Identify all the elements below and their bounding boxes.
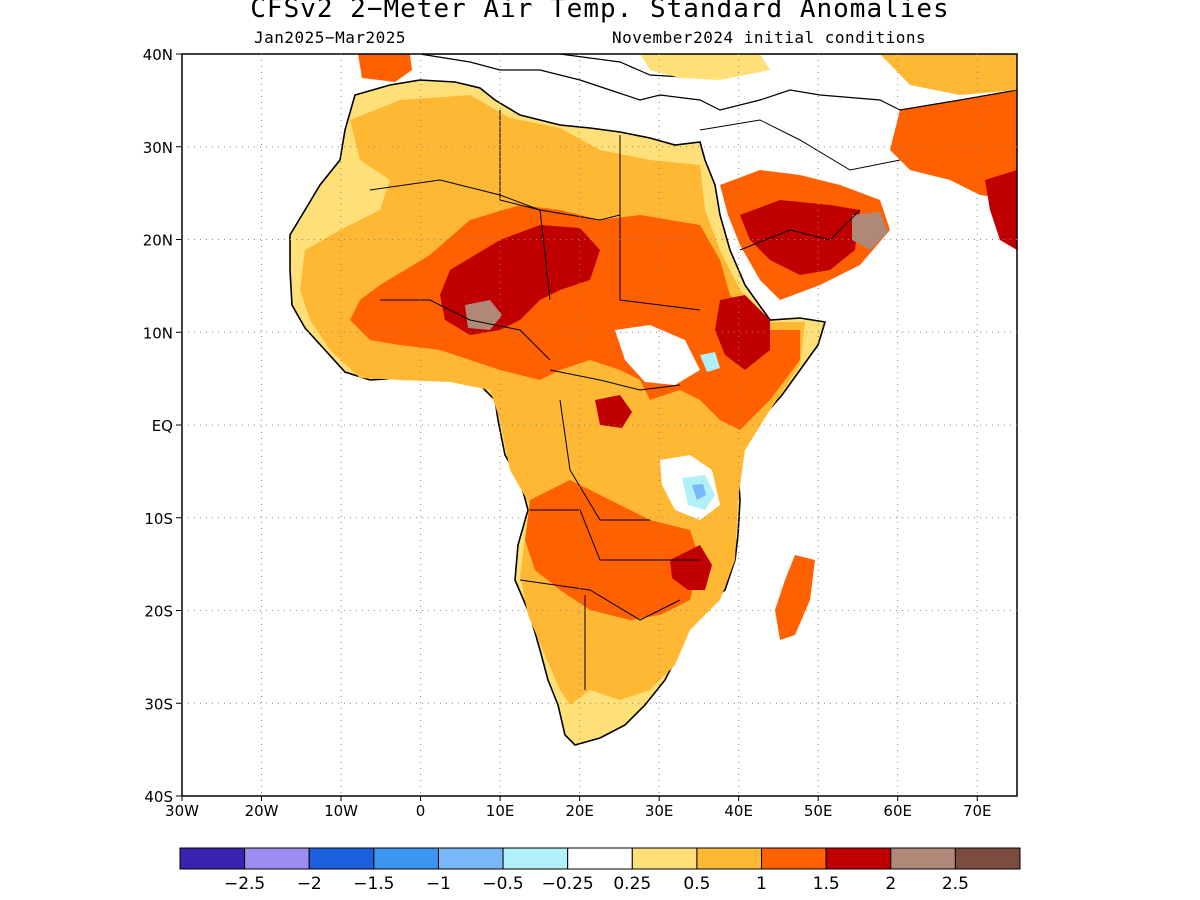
anomaly-field [289,54,1017,746]
colorbar-swatch [502,847,569,870]
colorbar-swatch [954,847,1021,870]
lon-label: 10E [486,802,515,820]
lon-label: 0 [416,802,426,820]
lon-label: 70E [963,802,992,820]
colorbar-swatch [308,847,375,870]
chart-subtitle-period: Jan2025−Mar2025 [254,28,406,47]
longitude-labels: 30W 20W 10W 0 10E 20E 30E 40E 50E 60E 70E [165,802,991,820]
lat-label: 20N [143,232,173,250]
anomaly-negative-kenya [700,352,720,372]
anomaly-negative-core [692,484,706,500]
anomaly-2-0-pakistan [985,170,1017,250]
lat-label: EQ [152,417,173,435]
lat-label: 40S [144,788,173,806]
anomaly-1-5-madagascar [775,555,815,640]
colorbar-label: −2.5 [224,874,265,894]
colorbar-label: −2 [297,874,322,894]
colorbar-label: −0.25 [542,874,594,894]
lon-label: 20W [245,802,279,820]
colorbar-swatch [437,847,504,870]
lat-label: 30N [143,139,173,157]
lon-label: 30W [165,802,199,820]
chart-subtitle-initial-conditions: November2024 initial conditions [612,28,927,47]
colorbar-swatch [631,847,698,870]
lat-label: 20S [144,603,173,621]
colorbar-swatch [244,847,310,870]
colorbar-label: 0.5 [683,874,710,894]
colorbar-label: −1.5 [353,874,394,894]
chart-title: CFSv2 2−Meter Air Temp. Standard Anomali… [250,0,950,24]
lon-label: 40E [724,802,753,820]
colorbar-label: 1 [756,874,767,894]
axis-ticks [176,53,978,801]
colorbar-label: 2.5 [942,874,969,894]
latitude-labels: 40N 30N 20N 10N EQ 10S 20S 30S 40S [143,46,173,806]
lon-label: 50E [804,802,833,820]
colorbar: −2.5 −2 −1.5 −1 −0.5 −0.25 0.25 0.5 1 1.5 2 2.5 [179,847,1021,894]
colorbar-swatch [179,847,246,870]
colorbar-label: −1 [426,874,451,894]
anomaly-1-5-spain [358,54,412,82]
colorbar-swatch [761,847,827,870]
lon-label: 20E [565,802,594,820]
colorbar-label: −0.5 [482,874,523,894]
anomaly-2-5-sahel [465,300,502,330]
anomaly-2-5-oman [852,212,888,250]
anomaly-2-0-arabia [740,200,860,275]
lat-label: 10N [143,324,173,342]
colorbar-swatch [567,847,633,870]
lat-label: 40N [143,46,173,64]
colorbar-label: 2 [885,874,896,894]
colorbar-label: 0.25 [613,874,651,894]
lon-label: 60E [883,802,912,820]
country-borders [369,110,901,690]
gridlines [182,54,1017,796]
colorbar-swatch [696,847,763,870]
anomaly-1-0-caspian [880,54,1017,95]
colorbar-swatch [373,847,439,870]
colorbar-swatch [825,847,892,870]
lon-label: 30E [645,802,674,820]
anomaly-2-0-ethiopia [715,295,770,370]
anomaly-1-5-south [525,480,700,620]
lon-label: 10W [324,802,358,820]
anomaly-2-0-mozambique [670,545,712,590]
anomaly-1-5-iran [890,90,1017,200]
colorbar-label: 1.5 [813,874,840,894]
anomaly-0-5-turkey [640,54,770,80]
lat-label: 10S [144,510,173,528]
anomaly-2-0-congo [595,395,632,428]
anomaly-near-normal-ethiopia [615,325,700,385]
colorbar-swatch [890,847,956,870]
lat-label: 30S [144,695,173,713]
